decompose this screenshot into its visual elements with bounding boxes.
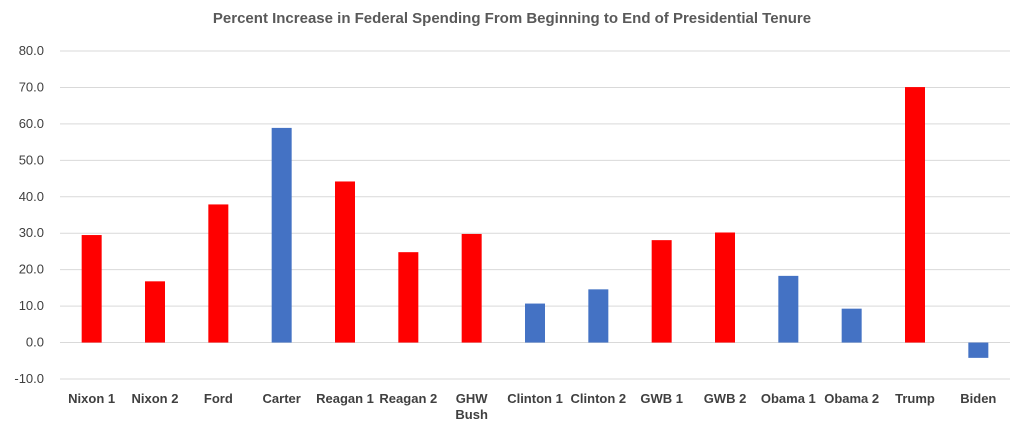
category-label: Reagan 2 (379, 391, 437, 406)
category-label: Obama 1 (761, 391, 816, 406)
bar (715, 232, 735, 343)
category-label: Bush (455, 407, 488, 422)
bar (335, 181, 355, 343)
bar (461, 233, 482, 343)
bar (208, 204, 229, 343)
y-axis-tick-labels: -10.0 0.0 10.0 20.0 30.0 40.0 50.0 60.0 70.0 80.0 (14, 43, 44, 386)
y-tick-label: -10.0 (14, 371, 44, 386)
y-tick-label: 0.0 (26, 335, 44, 350)
category-label: GWB 2 (704, 391, 747, 406)
category-label: Clinton 1 (507, 391, 563, 406)
bar (145, 281, 165, 343)
y-tick-label: 80.0 (19, 43, 44, 58)
category-label: Reagan 1 (316, 391, 374, 406)
bar (81, 235, 102, 343)
category-label: Nixon 1 (68, 391, 115, 406)
y-tick-label: 60.0 (19, 116, 44, 131)
bar (905, 87, 925, 343)
bar (588, 289, 609, 343)
category-label: GHW (456, 391, 489, 406)
bar (651, 240, 672, 343)
bar (525, 303, 545, 343)
category-label: Biden (960, 391, 996, 406)
y-tick-label: 20.0 (19, 262, 44, 277)
chart-title: Percent Increase in Federal Spending Fro… (212, 10, 812, 27)
bars (81, 87, 989, 358)
bar (968, 342, 989, 358)
y-tick-label: 30.0 (19, 225, 44, 240)
category-label: Obama 2 (824, 391, 879, 406)
bar (841, 308, 862, 343)
y-tick-label: 50.0 (19, 152, 44, 167)
gridlines (60, 50, 1010, 380)
category-label: Clinton 2 (571, 391, 627, 406)
y-tick-label: 10.0 (19, 298, 44, 313)
category-label: GWB 1 (640, 391, 683, 406)
category-label: Nixon 2 (132, 391, 179, 406)
category-label: Carter (263, 391, 301, 406)
bar (778, 275, 799, 343)
category-label: Trump (895, 391, 935, 406)
y-tick-label: 70.0 (19, 79, 44, 94)
bar (398, 252, 419, 343)
category-label: Ford (204, 391, 233, 406)
x-axis-category-labels: Nixon 1 Nixon 2 Ford Carter Reagan 1 Reagan 2… (68, 391, 996, 422)
y-tick-label: 40.0 (19, 189, 44, 204)
bar (271, 127, 292, 343)
